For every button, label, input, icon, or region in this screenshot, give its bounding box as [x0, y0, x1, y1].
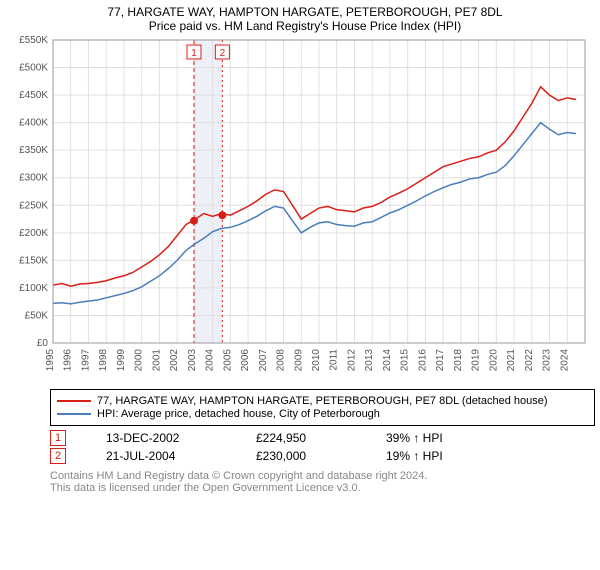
svg-text:2017: 2017	[435, 349, 446, 372]
svg-text:£450K: £450K	[19, 90, 48, 101]
svg-text:1999: 1999	[116, 349, 127, 372]
sale-date: 13-DEC-2002	[106, 431, 216, 445]
title-line-1: 77, HARGATE WAY, HAMPTON HARGATE, PETERB…	[5, 5, 600, 19]
legend-item: 77, HARGATE WAY, HAMPTON HARGATE, PETERB…	[57, 395, 588, 407]
sale-marker: 2	[50, 448, 66, 464]
svg-text:2002: 2002	[169, 349, 180, 372]
svg-text:2020: 2020	[488, 349, 499, 372]
svg-text:£0: £0	[37, 338, 49, 349]
sale-price: £224,950	[256, 431, 346, 445]
footer-line-2: This data is licensed under the Open Gov…	[50, 482, 595, 494]
sale-date: 21-JUL-2004	[106, 449, 216, 463]
svg-text:£100K: £100K	[19, 283, 48, 294]
footer-line-1: Contains HM Land Registry data © Crown c…	[50, 470, 595, 482]
sale-price: £230,000	[256, 449, 346, 463]
price-chart: £0 £50K £100K £150K £200K £250K £300K £350K £400…	[5, 35, 595, 385]
legend-swatch	[57, 413, 91, 415]
svg-text:2000: 2000	[134, 349, 145, 372]
svg-text:2: 2	[220, 48, 226, 59]
svg-text:£400K: £400K	[19, 118, 48, 129]
svg-text:2022: 2022	[524, 349, 535, 372]
legend: 77, HARGATE WAY, HAMPTON HARGATE, PETERB…	[50, 389, 595, 426]
svg-text:£350K: £350K	[19, 145, 48, 156]
svg-text:£300K: £300K	[19, 173, 48, 184]
svg-text:1995: 1995	[45, 349, 56, 372]
footer: Contains HM Land Registry data © Crown c…	[50, 470, 595, 494]
svg-text:1996: 1996	[63, 349, 74, 372]
svg-text:2004: 2004	[205, 349, 216, 372]
legend-label: HPI: Average price, detached house, City…	[97, 408, 380, 420]
sale-marker: 1	[50, 430, 66, 446]
svg-text:2006: 2006	[240, 349, 251, 372]
svg-text:1997: 1997	[80, 349, 91, 372]
title-line-2: Price paid vs. HM Land Registry's House …	[5, 19, 600, 33]
svg-text:2024: 2024	[559, 349, 570, 372]
sale-row: 1 13-DEC-2002 £224,950 39% ↑ HPI	[50, 430, 595, 446]
svg-text:2001: 2001	[151, 349, 162, 372]
svg-text:2016: 2016	[417, 349, 428, 372]
sale-diff: 19% ↑ HPI	[386, 449, 443, 463]
svg-text:2009: 2009	[293, 349, 304, 372]
svg-text:2012: 2012	[346, 349, 357, 372]
svg-text:2019: 2019	[471, 349, 482, 372]
svg-text:2008: 2008	[276, 349, 287, 372]
svg-text:2005: 2005	[222, 349, 233, 372]
svg-text:£250K: £250K	[19, 200, 48, 211]
sale-diff: 39% ↑ HPI	[386, 431, 443, 445]
svg-text:£50K: £50K	[25, 310, 49, 321]
svg-text:2011: 2011	[329, 349, 340, 371]
chart-title: 77, HARGATE WAY, HAMPTON HARGATE, PETERB…	[5, 5, 600, 33]
svg-text:1998: 1998	[98, 349, 109, 372]
svg-text:2014: 2014	[382, 349, 393, 372]
svg-text:£500K: £500K	[19, 63, 48, 74]
svg-text:2023: 2023	[542, 349, 553, 372]
svg-text:2013: 2013	[364, 349, 375, 372]
svg-text:2021: 2021	[506, 349, 517, 372]
svg-text:2010: 2010	[311, 349, 322, 372]
svg-text:2015: 2015	[400, 349, 411, 372]
svg-text:2003: 2003	[187, 349, 198, 372]
svg-text:£200K: £200K	[19, 228, 48, 239]
legend-swatch	[57, 400, 91, 402]
legend-label: 77, HARGATE WAY, HAMPTON HARGATE, PETERB…	[97, 395, 548, 407]
svg-text:£550K: £550K	[19, 35, 48, 46]
svg-text:1: 1	[191, 48, 197, 59]
svg-text:2007: 2007	[258, 349, 269, 372]
sale-row: 2 21-JUL-2004 £230,000 19% ↑ HPI	[50, 448, 595, 464]
legend-item: HPI: Average price, detached house, City…	[57, 408, 588, 420]
svg-text:2018: 2018	[453, 349, 464, 372]
svg-text:£150K: £150K	[19, 255, 48, 266]
